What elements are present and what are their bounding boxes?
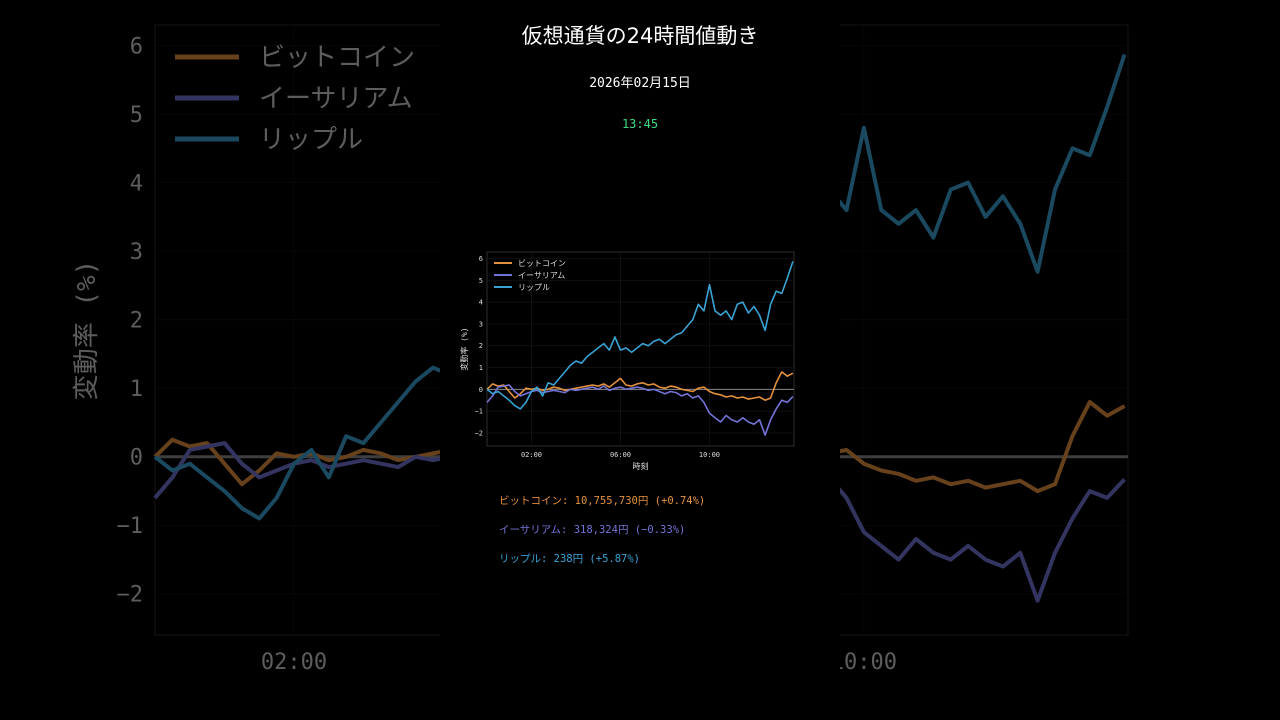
- y-tick-label: 4: [479, 299, 483, 307]
- y-tick-label: 3: [130, 240, 143, 265]
- legend-label-1: イーサリアム: [518, 271, 565, 280]
- x-tick-label: 06:00: [610, 451, 631, 459]
- y-tick-label: 1: [479, 364, 483, 372]
- y-tick-label: 0: [479, 386, 483, 394]
- y-tick-label: 6: [479, 255, 483, 263]
- series-line-1: [153, 441, 440, 500]
- series-line-2: [840, 53, 1127, 274]
- legend-label-2: リップル: [518, 283, 550, 292]
- price-btc: ビットコイン: 10,755,730円 (+0.74%): [499, 495, 706, 507]
- legend-label-0: ビットコイン: [518, 259, 566, 268]
- y-tick-label: 2: [130, 308, 143, 333]
- plot-frame: [486, 251, 795, 447]
- date-label: 2026年02月15日: [589, 76, 691, 91]
- x-tick-label: 10:00: [840, 650, 897, 675]
- series-line-2: [486, 261, 794, 410]
- legend-label-1: イーサリアム: [259, 84, 413, 114]
- y-tick-label: −1: [117, 514, 144, 539]
- main-panel: 仮想通貨の24時間値動き 2026年02月15日 13:45 −2 −1 0 1 2 3 4…: [440, 0, 840, 720]
- y-tick-label: 3: [479, 320, 483, 328]
- y-axis-label: 変動率 (%): [459, 327, 469, 370]
- line-chart: −2 −1 0 1 2 3 4 5 6 02:00 06:00 10:00 時刻 変動率 (%) ビットコイ…: [459, 251, 795, 471]
- plot-frame: [154, 24, 440, 636]
- y-tick-label: −2: [117, 583, 144, 608]
- plot-frame: [840, 24, 1129, 636]
- y-tick-label: −2: [475, 429, 483, 437]
- x-tick-label: 02:00: [261, 650, 327, 675]
- x-tick-label: 10:00: [699, 451, 720, 459]
- legend-label-0: ビットコイン: [259, 43, 415, 73]
- y-tick-label: 0: [130, 445, 143, 470]
- series-line-1: [486, 384, 794, 436]
- series-line-0: [840, 400, 1126, 494]
- y-tick-label: 5: [479, 277, 483, 285]
- price-xrp: リップル: 238円 (+5.87%): [499, 553, 641, 565]
- y-tick-label: −1: [475, 408, 483, 416]
- y-tick-label: 1: [130, 377, 143, 402]
- page-title: 仮想通貨の24時間値動き: [521, 24, 759, 48]
- series-line-1: [840, 478, 1126, 603]
- x-tick-label: 02:00: [521, 451, 542, 459]
- time-label: 13:45: [621, 117, 659, 131]
- y-tick-label: 5: [130, 103, 143, 128]
- y-tick-label: 2: [479, 342, 483, 350]
- x-axis-label: 時刻: [633, 461, 649, 471]
- y-tick-label: 4: [130, 171, 143, 196]
- y-axis-label: 変動率 (%): [72, 260, 102, 401]
- price-eth: イーサリアム: 318,324円 (−0.33%): [499, 524, 686, 536]
- series-line-0: [486, 371, 794, 402]
- legend-label-2: リップル: [259, 125, 363, 155]
- y-tick-label: 6: [130, 34, 143, 59]
